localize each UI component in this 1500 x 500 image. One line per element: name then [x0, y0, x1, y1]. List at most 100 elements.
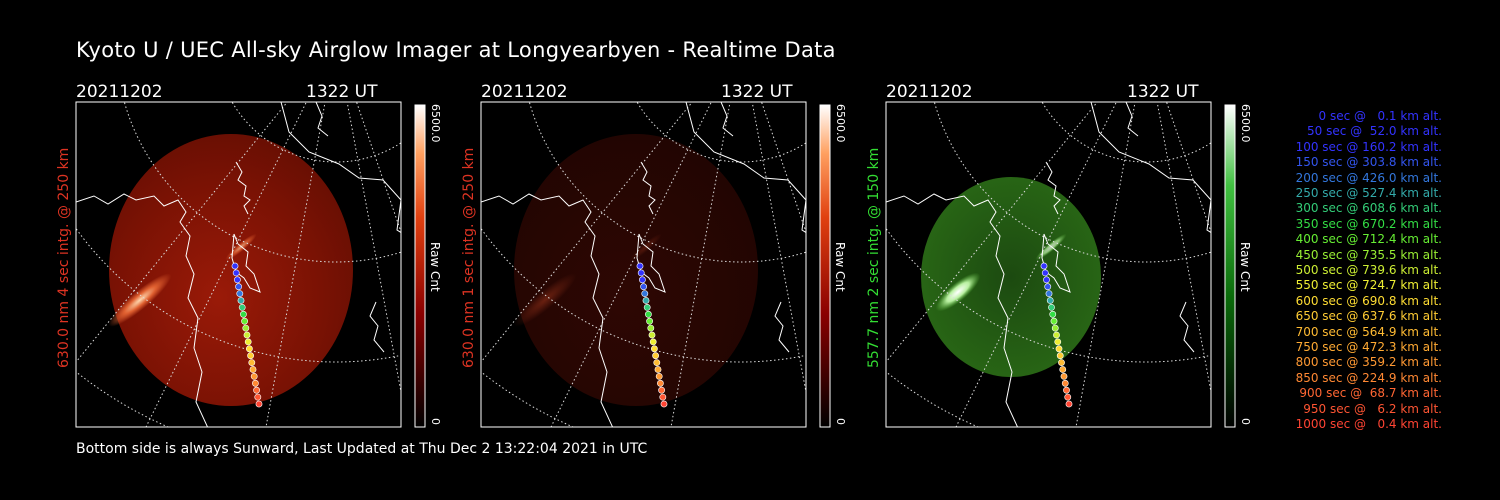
- panel-2-trajectory-point: [647, 324, 655, 332]
- panel-3-trajectory-point: [1063, 386, 1070, 394]
- panel-1-trajectory-point: [235, 283, 242, 291]
- legend-entry: 150 sec @ 303.8 km alt.: [1295, 155, 1442, 170]
- legend-entry: 0 sec @ 0.1 km alt.: [1318, 109, 1443, 123]
- panel-1-lat-circle: [123, 102, 401, 263]
- panel-1-trajectory-point: [237, 297, 245, 304]
- panel-3-lat-circle: [933, 102, 1211, 263]
- panel-2-trajectory-point: [654, 366, 662, 373]
- panel-2-trajectory-point: [646, 317, 653, 325]
- panel-2-trajectory-point: [658, 386, 665, 394]
- panel-1-trajectory-point: [238, 303, 246, 311]
- panel-2-island-2: [640, 161, 656, 215]
- legend-entry: 850 sec @ 224.9 km alt.: [1295, 370, 1442, 385]
- panel-2-trajectory-point: [642, 297, 650, 304]
- panel-2-trajectory-point: [639, 276, 646, 284]
- legend-entry: 950 sec @ 6.2 km alt.: [1303, 401, 1442, 416]
- panel-1-date: 20211202: [76, 82, 163, 102]
- panel-2-coastline-east: [685, 102, 806, 234]
- panel-2-coast-right: [774, 301, 790, 353]
- panel-2-trajectory-point: [648, 331, 656, 339]
- panel-1-trajectory-point: [250, 372, 258, 380]
- panel-1-coast-right: [369, 301, 385, 353]
- panel-3-trajectory-point: [1064, 393, 1072, 401]
- legend-entry: 350 sec @ 670.2 km alt.: [1295, 216, 1442, 231]
- panel-3-trajectory-point: [1054, 338, 1062, 346]
- legend-entry: 800 sec @ 359.2 km alt.: [1295, 355, 1442, 370]
- panel-3-trajectory-point: [1053, 331, 1060, 339]
- panel-2-trajectory-point: [652, 352, 659, 360]
- panel-2-trajectory-point: [659, 393, 667, 401]
- panel-1-trajectory-point: [242, 324, 250, 332]
- panel-2-sky-image: [514, 134, 758, 406]
- panel-3-lon-line: [1165, 102, 1211, 233]
- panel-1-coastline: [76, 193, 209, 427]
- panel-3-frame: [885, 101, 1212, 428]
- panel-3-sky-image: [921, 177, 1101, 377]
- panel-1-sky-image: [109, 134, 353, 406]
- panel-2-time: 1322 UT: [721, 82, 793, 102]
- legend-entry: 300 sec @ 608.6 km alt.: [1295, 201, 1442, 216]
- panel-1-lon-line: [176, 102, 178, 103]
- panel-1-trajectory-point: [255, 400, 263, 408]
- panel-3-trajectory-point: [1060, 372, 1068, 380]
- panel-3-trajectory-point: [1044, 283, 1052, 291]
- panel-2-lon-line: [581, 102, 583, 103]
- legend-entry: 1000 sec @ 0.4 km alt.: [1295, 417, 1442, 431]
- panel-2-trajectory-point: [655, 372, 663, 380]
- panel-1-island: [315, 102, 329, 137]
- panel-2-trajectory-point: [643, 303, 651, 311]
- panel-2-lat-circle: [636, 102, 806, 163]
- panel-2-aurora-glow: [513, 273, 577, 327]
- legend-entry: 200 sec @ 426.0 km alt.: [1295, 170, 1442, 185]
- panel-3-trajectory-point: [1059, 366, 1067, 373]
- panel-3-lon-line: [986, 102, 988, 103]
- panel-2-trajectory-point: [637, 269, 645, 277]
- panel-1-trajectory-point: [236, 290, 244, 297]
- panel-1-time: 1322 UT: [306, 82, 378, 102]
- panel-3-trajectory-point: [1040, 262, 1048, 270]
- panel-1-coastline-east: [280, 102, 401, 234]
- panel-1-trajectory-point: [245, 345, 253, 353]
- panel-1-trajectory-point: [247, 352, 254, 360]
- panel-2-trajectory-point: [657, 379, 664, 387]
- panel-1-trajectory-point: [244, 338, 252, 346]
- panel-1-colorbar: [414, 104, 426, 428]
- panel-3-colorbar: [1224, 104, 1236, 428]
- panel-3-trajectory-point: [1050, 317, 1058, 325]
- legend-entry: 900 sec @ 68.7 km alt.: [1299, 386, 1442, 401]
- panel-3-time: 1322 UT: [1127, 82, 1199, 102]
- panel-1-trajectory-point: [239, 310, 247, 318]
- legend-entry: 750 sec @ 472.3 km alt.: [1295, 340, 1442, 354]
- panel-1-trajectory-point: [233, 276, 241, 284]
- panel-3-island: [1125, 102, 1139, 137]
- panel-1-aurora-glow: [108, 273, 172, 327]
- panel-3-trajectory-point: [1041, 269, 1049, 277]
- panel-1-trajectory-point: [248, 359, 256, 366]
- panel-2-trajectory-point: [645, 310, 652, 318]
- panel-3-island-2: [1045, 161, 1061, 215]
- legend-entry: 500 sec @ 739.6 km alt.: [1295, 263, 1442, 277]
- legend-entry: 650 sec @ 637.6 km alt.: [1295, 309, 1442, 324]
- panel-3-trajectory-point: [1049, 310, 1057, 318]
- panel-1-trajectory-point: [254, 393, 262, 401]
- panel-1-island-2: [235, 161, 251, 215]
- panel-1-lon-line: [346, 102, 401, 393]
- panel-3-trajectory-point: [1051, 324, 1059, 332]
- panel-3-coast-right: [1179, 301, 1195, 353]
- panel-3-trajectory-point: [1055, 345, 1063, 353]
- legend-entry: 450 sec @ 735.5 km alt.: [1295, 247, 1442, 262]
- panel-3-lon-line: [1156, 102, 1211, 393]
- legend-entry: 100 sec @ 160.2 km alt.: [1295, 139, 1442, 154]
- footer-note: Bottom side is always Sunward, Last Upda…: [76, 441, 648, 457]
- panel-2-colorbar: [819, 104, 831, 428]
- panel-2-plot: [480, 101, 831, 428]
- panel-1-frame: [75, 101, 402, 428]
- panel-1-lon-line: [355, 102, 401, 233]
- panel-3-trajectory-point: [1048, 303, 1055, 311]
- panel-1-lat-circle: [231, 102, 401, 163]
- legend-entry: 700 sec @ 564.9 km alt.: [1295, 324, 1442, 339]
- panel-3-lon-line: [1075, 102, 1136, 427]
- panel-1-trajectory-point: [253, 386, 260, 394]
- legend-entry: 550 sec @ 724.7 km alt.: [1295, 278, 1442, 293]
